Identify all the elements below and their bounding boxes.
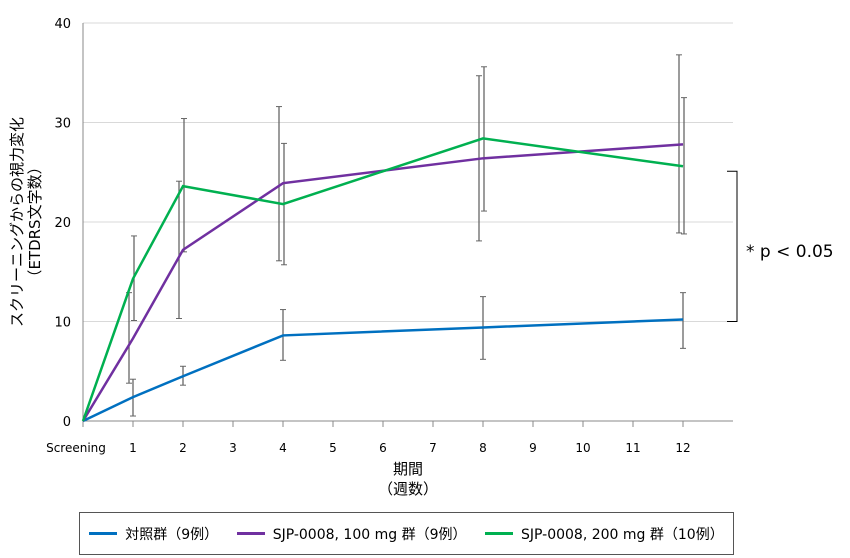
legend-label: 対照群（9例） [125, 526, 219, 543]
legend-swatch [236, 532, 265, 535]
series-line-2 [81, 137, 684, 422]
x-tick-label: 8 [479, 441, 487, 455]
x-tick-label: 2 [179, 441, 187, 455]
series-line-1 [81, 143, 684, 422]
legend-item-control: 対照群（9例） [89, 524, 218, 544]
x-tick-label: 1 [129, 441, 137, 455]
x-tick-label: 5 [329, 441, 337, 455]
legend-swatch [89, 532, 118, 535]
legend-label: SJP-0008, 200 mg 群（10例） [521, 526, 724, 543]
legend-label: SJP-0008, 100 mg 群（9例） [272, 526, 467, 543]
legend-item-200mg: SJP-0008, 200 mg 群（10例） [485, 524, 724, 544]
series-line-0 [82, 318, 684, 423]
significance-bracket [727, 170, 738, 322]
x-tick-label: 12 [675, 441, 690, 455]
y-axis-label-sub: （ETDRS文字数） [26, 159, 44, 284]
legend-swatch [485, 532, 513, 535]
x-tick-label: 9 [529, 441, 537, 455]
x-tick-label: 10 [575, 441, 590, 455]
x-tick-label: 11 [625, 441, 640, 455]
y-tick-label: 20 [54, 216, 71, 231]
y-tick-label: 40 [54, 17, 71, 32]
y-tick-label: 10 [54, 316, 71, 331]
legend: 対照群（9例） SJP-0008, 100 mg 群（9例） SJP-0008,… [79, 512, 734, 555]
x-axis-label: 期間 [393, 460, 423, 478]
significance-label: * p < 0.05 [746, 242, 834, 262]
legend-item-100mg: SJP-0008, 100 mg 群（9例） [236, 524, 467, 544]
x-axis-label-sub: （週数） [378, 480, 438, 498]
y-tick-label: 0 [63, 415, 71, 430]
x-tick-label: 6 [379, 441, 387, 455]
x-tick-label: Screening [46, 441, 106, 455]
y-tick-label: 30 [54, 117, 71, 132]
x-tick-label: 7 [429, 441, 437, 455]
x-tick-label: 4 [279, 441, 287, 455]
y-axis-label: スクリーニングからの視力変化 [8, 117, 26, 327]
x-tick-label: 3 [229, 441, 237, 455]
